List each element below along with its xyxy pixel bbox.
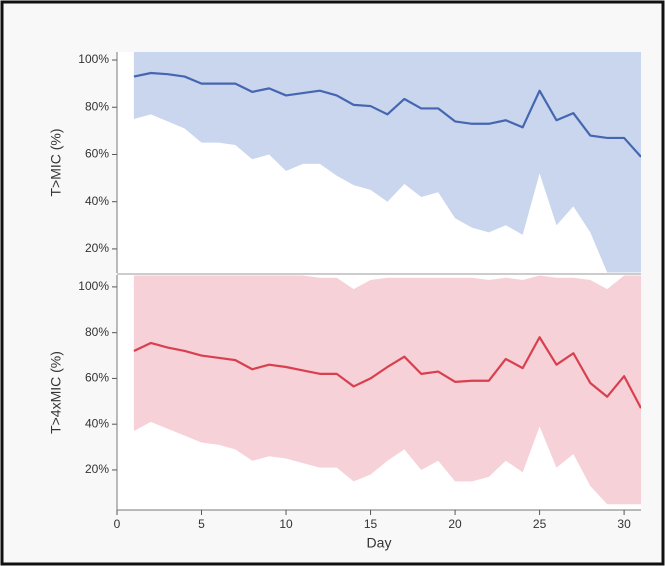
x-tick-label: 0 — [114, 517, 121, 531]
y-tick-label: 20% — [85, 241, 109, 255]
confidence-band — [133, 275, 641, 505]
x-tick-label: 25 — [533, 517, 547, 531]
y-tick-label: 40% — [85, 416, 109, 430]
x-tick-label: 15 — [364, 517, 378, 531]
y-tick-label: 60% — [85, 371, 109, 385]
x-tick-label: 5 — [198, 517, 205, 531]
y-tick-label: 100% — [78, 52, 109, 66]
panel-marks — [133, 52, 641, 273]
x-tick-label: 20 — [448, 517, 462, 531]
line — [133, 71, 641, 158]
confidence-band — [133, 52, 641, 273]
y-tick-label: 40% — [85, 194, 109, 208]
y-axis-label: T>MIC (%) — [48, 128, 64, 196]
y-tick-label: 80% — [85, 99, 109, 113]
y-tick-label: 60% — [85, 147, 109, 161]
y-tick-label: 100% — [78, 279, 109, 293]
y-tick-label: 20% — [85, 462, 109, 476]
panel-marks — [133, 275, 641, 505]
x-tick-label: 10 — [279, 517, 293, 531]
x-tick-label: 30 — [617, 517, 631, 531]
x-axis-label: Day — [367, 535, 392, 551]
line — [133, 336, 641, 409]
y-axis-label: T>4xMIC (%) — [48, 351, 64, 434]
y-tick-label: 80% — [85, 325, 109, 339]
